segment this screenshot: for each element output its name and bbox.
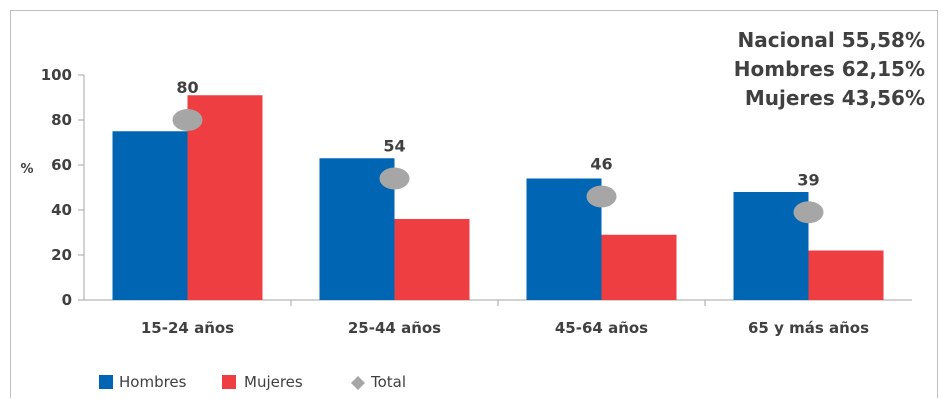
x-tick-label: 25-44 años [348, 319, 441, 337]
y-tick-label: 100 [41, 66, 72, 84]
total-marker-0 [172, 109, 203, 131]
data-label: 54 [383, 137, 405, 156]
data-label: 80 [176, 78, 198, 97]
y-axis-label: % [20, 162, 33, 177]
y-tick-label: 40 [51, 201, 72, 219]
data-label: 39 [797, 170, 819, 189]
y-tick-label: 0 [62, 291, 72, 309]
legend-swatch-mujeres [222, 375, 236, 389]
legend-label-total: Total [370, 373, 406, 391]
bar-mujeres-1 [394, 219, 470, 300]
total-marker-1 [379, 167, 410, 190]
x-tick-label: 15-24 años [141, 319, 234, 337]
total-marker-3 [793, 201, 824, 224]
summary-line-2: Mujeres 43,56% [745, 86, 925, 110]
chart-frame [10, 10, 938, 398]
legend-swatch-hombres [99, 375, 113, 389]
bar-mujeres-3 [808, 250, 884, 300]
legend-label-mujeres: Mujeres [244, 373, 303, 391]
x-tick-label: 45-64 años [555, 319, 648, 337]
y-tick-label: 80 [51, 111, 72, 129]
summary-line-1: Hombres 62,15% [734, 57, 925, 81]
legend-swatch-total [351, 376, 365, 390]
total-marker-2 [586, 185, 617, 208]
bar-hombres-0 [112, 131, 188, 300]
legend-label-hombres: Hombres [119, 373, 187, 391]
y-tick-label: 60 [51, 156, 72, 174]
bar-mujeres-0 [187, 95, 263, 300]
x-tick-label: 65 y más años [748, 319, 869, 337]
data-label: 46 [590, 155, 612, 174]
summary-line-0: Nacional 55,58% [737, 28, 925, 52]
y-tick-label: 20 [51, 246, 72, 264]
bar-mujeres-2 [601, 234, 677, 300]
